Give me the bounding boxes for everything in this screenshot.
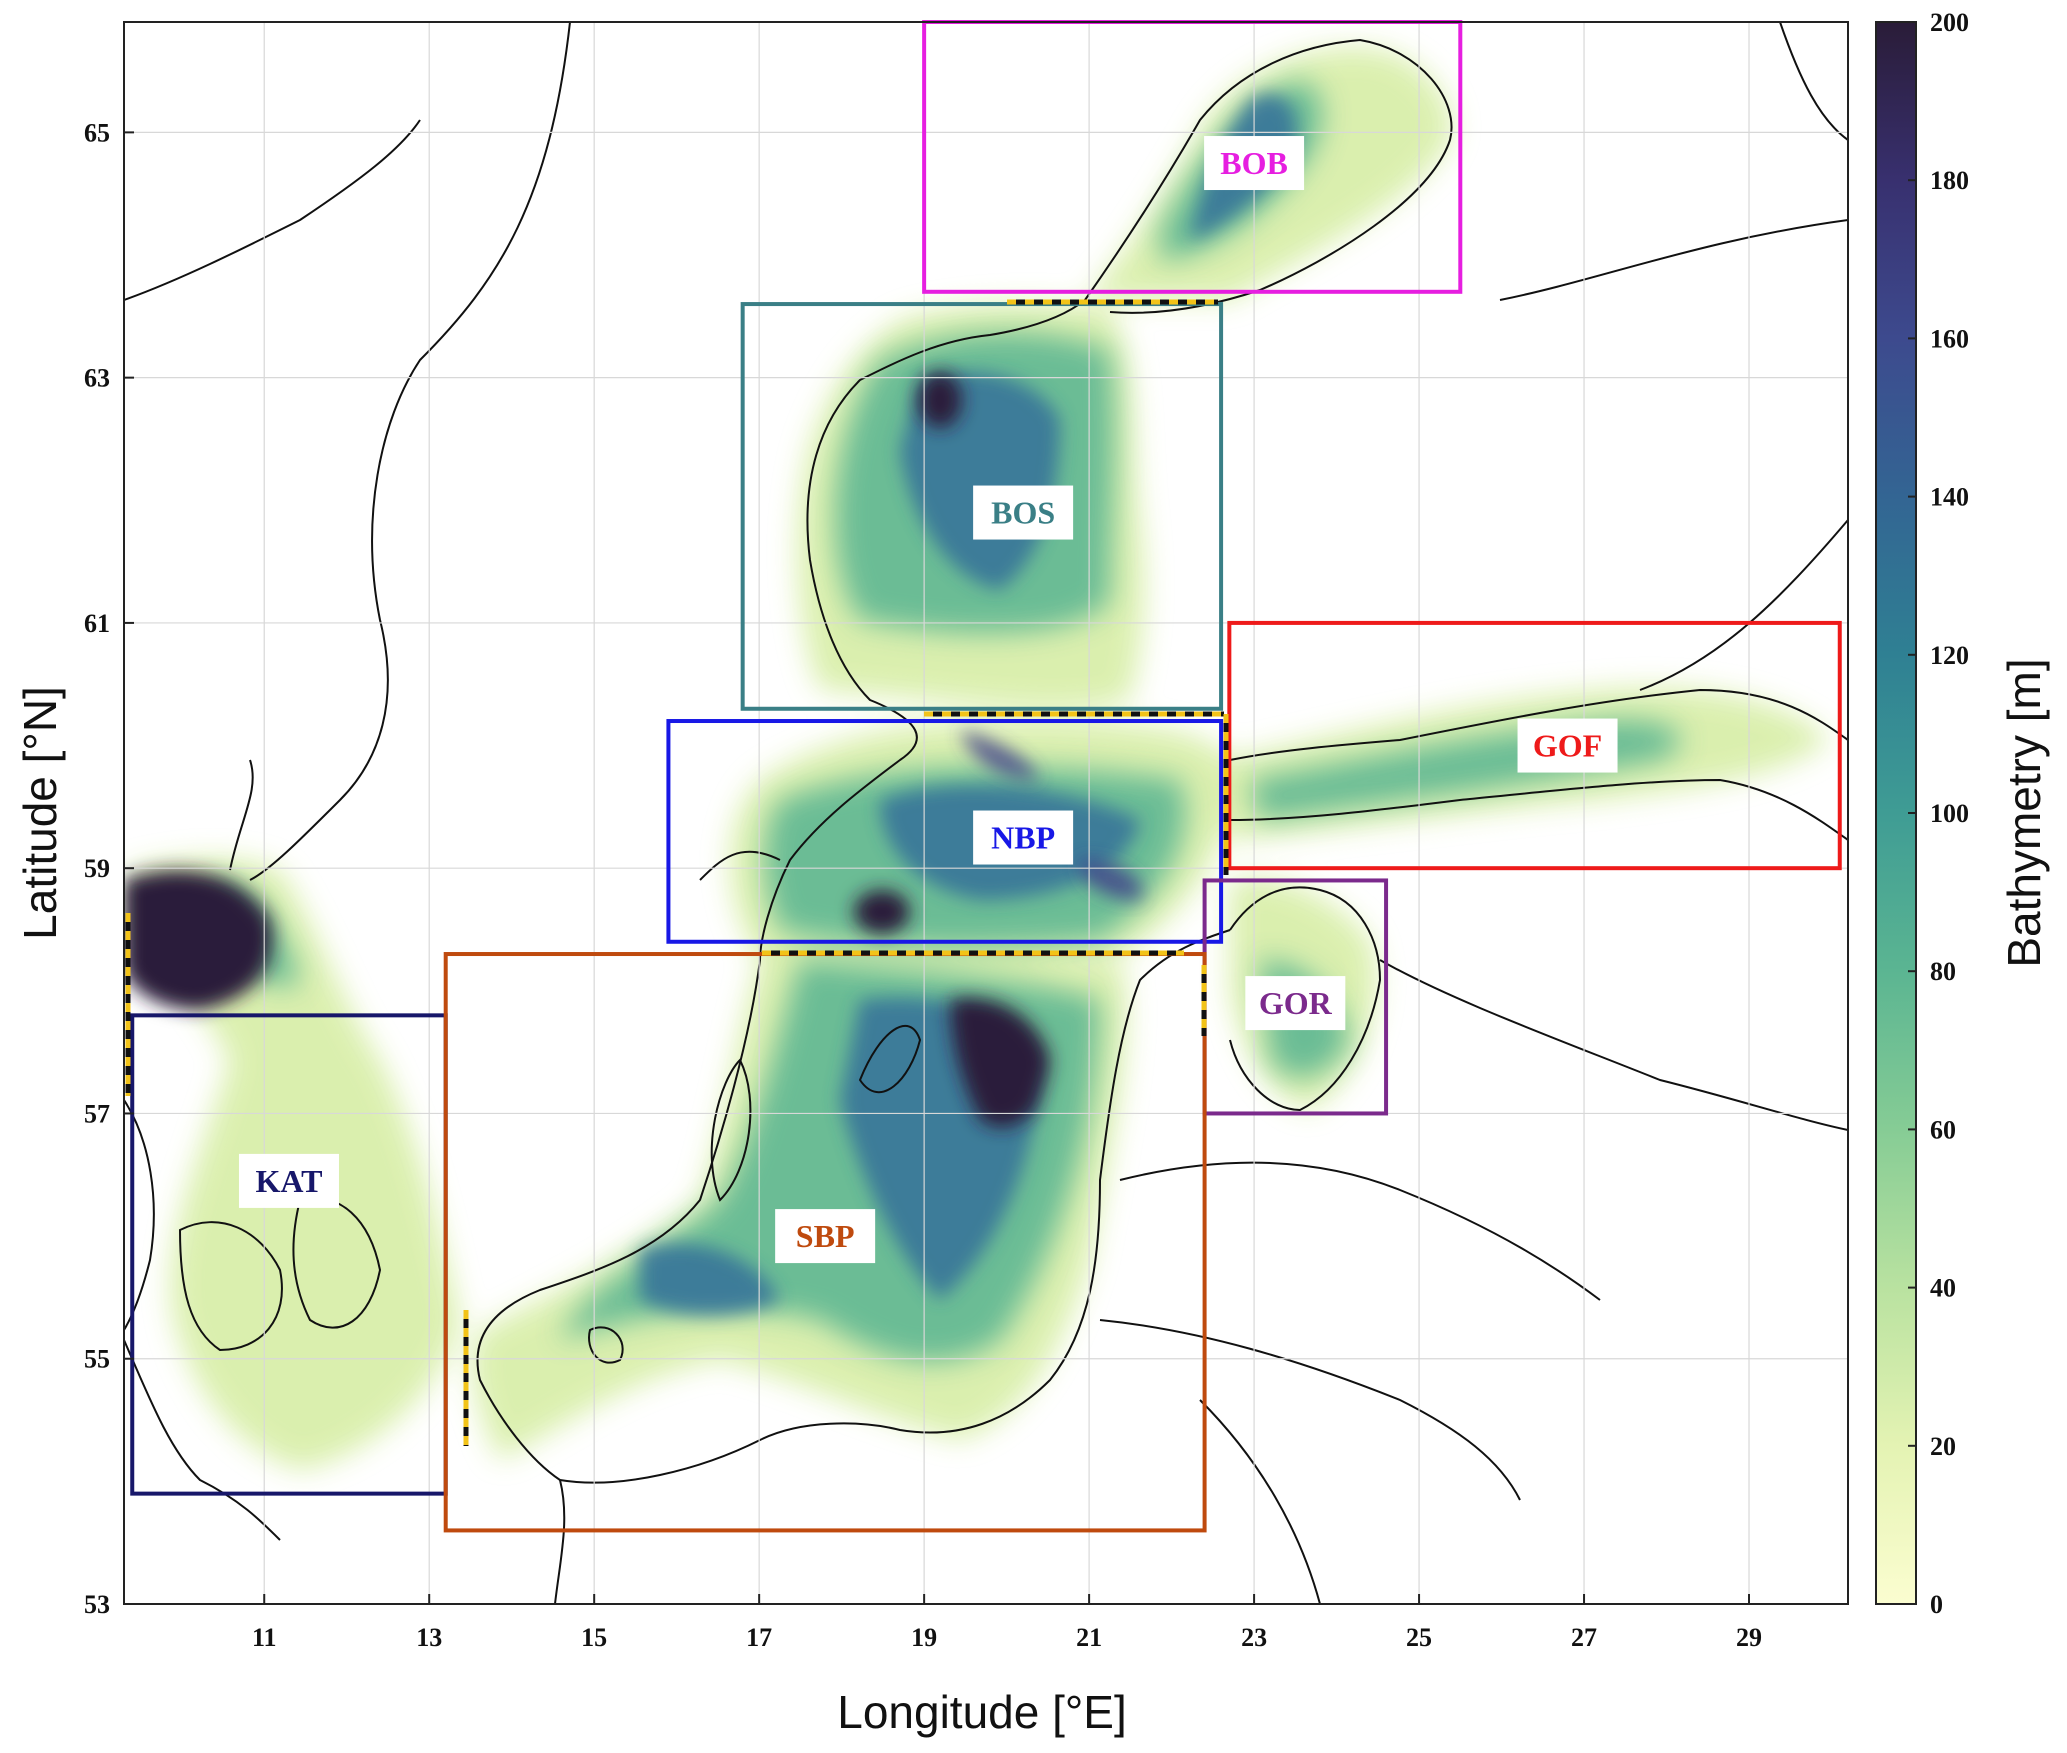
colorbar: 0 20 40 60 80 100 120 140 160 180 200 Bathymetry [… — [1875, 8, 2050, 1619]
x-tick-labels: 11 13 15 17 19 21 23 25 27 29 — [252, 1594, 1762, 1652]
x-tick-label: 29 — [1736, 1623, 1762, 1652]
region-label-bg — [973, 810, 1074, 865]
x-tick-label: 15 — [581, 1623, 607, 1652]
region-box-gof — [1227, 620, 1842, 871]
colorbar-tick-label: 180 — [1930, 166, 1969, 195]
colorbar-tick-label: 100 — [1930, 799, 1969, 828]
region-label-bob: BOB — [1220, 145, 1288, 181]
colorbar-tick-label: 40 — [1930, 1274, 1956, 1303]
colorbar-tick-label: 20 — [1930, 1432, 1956, 1461]
coastlines — [124, 22, 1848, 1604]
colorbar-tick-label: 80 — [1930, 957, 1956, 986]
y-axis-title: Latitude [°N] — [14, 686, 66, 940]
y-tick-label: 61 — [84, 609, 110, 638]
y-tick-label: 65 — [84, 118, 110, 147]
y-tick-label: 63 — [84, 364, 110, 393]
region-label-gof: GOF — [1533, 728, 1602, 764]
region-label-bg — [1517, 718, 1618, 773]
region-label-bg — [1204, 136, 1305, 191]
region-label-sbp: SBP — [796, 1218, 855, 1254]
x-tick-label: 13 — [416, 1623, 442, 1652]
region-label-gor: GOR — [1259, 985, 1333, 1021]
x-tick-label: 17 — [746, 1623, 772, 1652]
x-tick-label: 25 — [1406, 1623, 1432, 1652]
x-axis-title: Longitude [°E] — [837, 1686, 1127, 1738]
region-label-bg — [973, 485, 1074, 540]
colorbar-tick-label: 140 — [1930, 483, 1969, 512]
plot-frame — [123, 21, 1849, 1605]
y-tick-labels: 53 55 57 59 61 63 65 — [84, 118, 134, 1619]
colorbar-tick-label: 200 — [1930, 8, 1969, 37]
x-tick-label: 21 — [1076, 1623, 1102, 1652]
region-label-kat: KAT — [255, 1163, 322, 1199]
colorbar-tick-labels: 0 20 40 60 80 100 120 140 160 180 200 — [1908, 8, 1969, 1619]
region-box-bos — [740, 302, 1224, 711]
y-tick-label: 55 — [84, 1345, 110, 1374]
region-box-nbp — [666, 719, 1224, 944]
y-tick-label: 59 — [84, 854, 110, 883]
colorbar-tick-label: 120 — [1930, 641, 1969, 670]
region-label-bg — [1245, 976, 1346, 1031]
x-tick-label: 27 — [1571, 1623, 1597, 1652]
region-boundaries — [125, 299, 1229, 1446]
x-tick-label: 23 — [1241, 1623, 1267, 1652]
gridlines — [124, 22, 1848, 1605]
region-label-bos: BOS — [991, 495, 1055, 531]
region-labels: BOB BOS GOF NBP GOR KAT SBP — [238, 136, 1618, 1264]
region-boxes — [130, 20, 1842, 1533]
x-tick-label: 11 — [252, 1623, 277, 1652]
colorbar-tick-label: 160 — [1930, 324, 1969, 353]
y-tick-label: 57 — [84, 1099, 110, 1128]
y-tick-label: 53 — [84, 1590, 110, 1619]
colorbar-tick-label: 0 — [1930, 1590, 1943, 1619]
region-label-bg — [775, 1209, 876, 1264]
region-label-bg — [238, 1153, 339, 1208]
region-label-nbp: NBP — [991, 820, 1055, 856]
colorbar-title: Bathymetry [m] — [1998, 658, 2050, 967]
x-tick-label: 19 — [911, 1623, 937, 1652]
colorbar-tick-label: 60 — [1930, 1115, 1956, 1144]
